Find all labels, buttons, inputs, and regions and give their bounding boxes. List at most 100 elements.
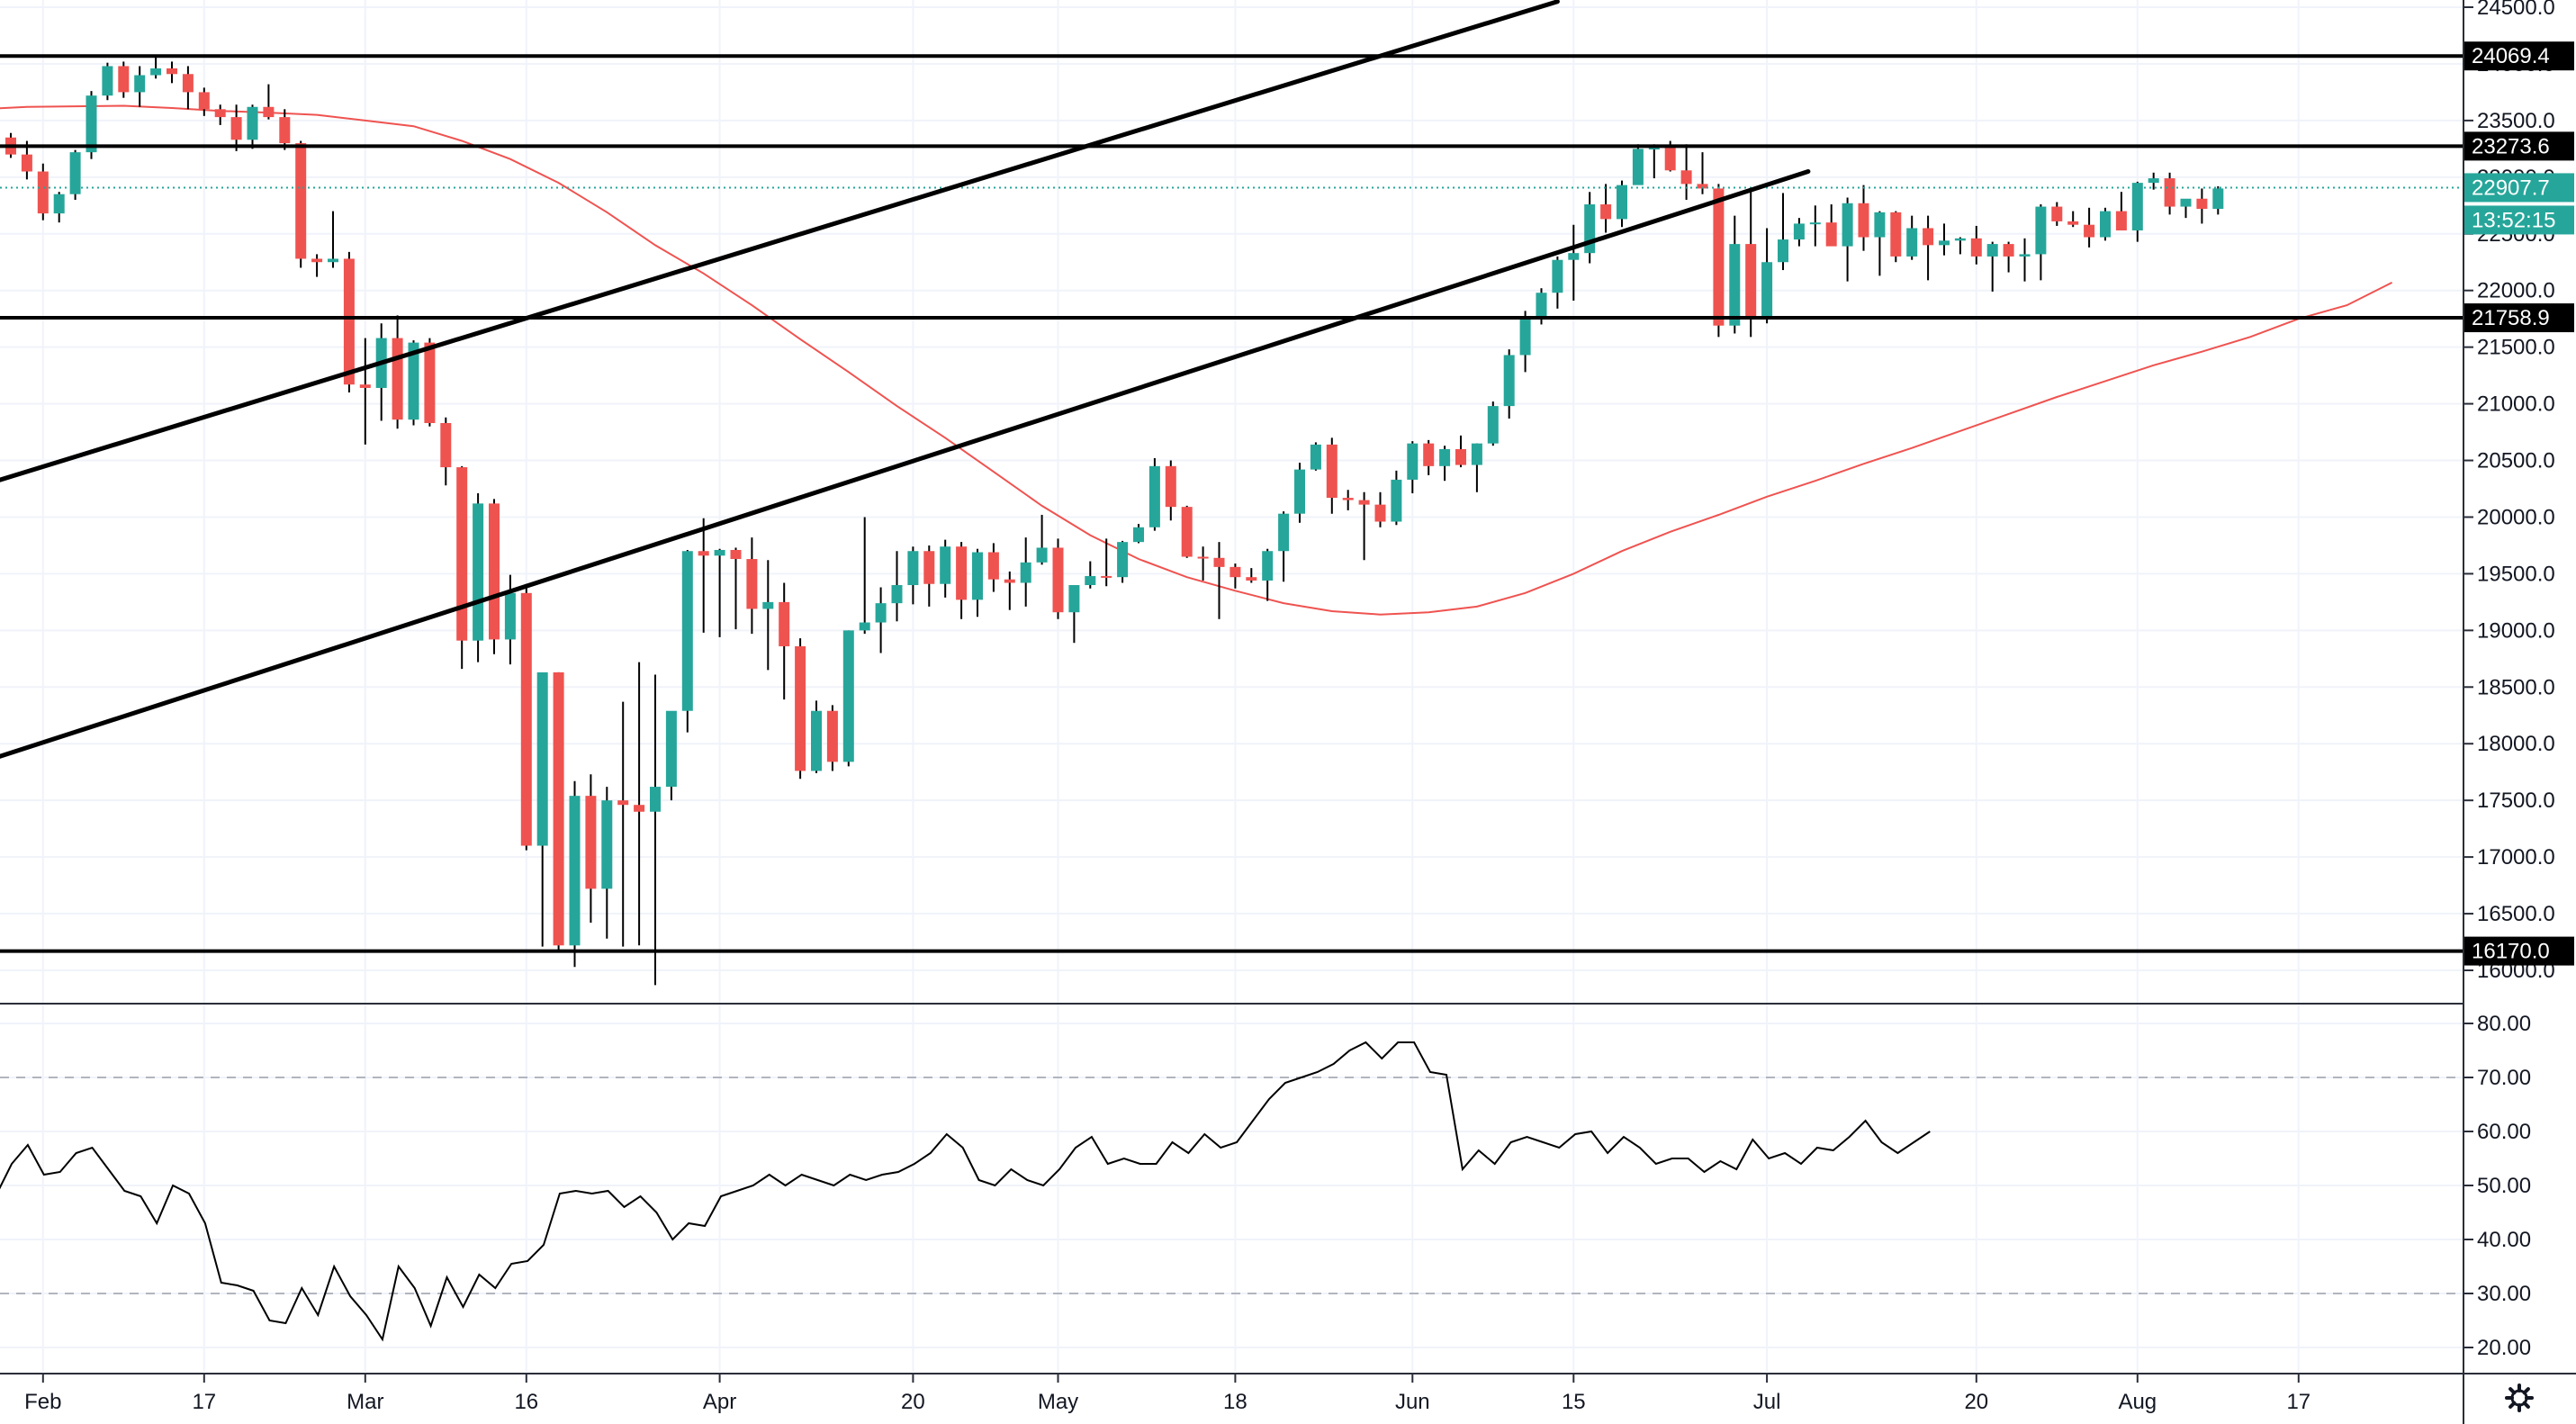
candle-body [1632, 149, 1644, 185]
candle-up [1133, 524, 1144, 544]
candle-body [198, 92, 210, 110]
candle-down [956, 542, 968, 619]
candle-body [1342, 498, 1354, 500]
candle-down [182, 66, 194, 110]
price-tick-label: 19500.0 [2477, 562, 2555, 586]
countdown-badge-label: 13:52:15 [2472, 208, 2555, 232]
candle-body [1423, 443, 1435, 466]
candle-up [1117, 540, 1129, 583]
candle-up [2035, 204, 2047, 281]
price-tick-label: 20000.0 [2477, 505, 2555, 529]
candle-body [1310, 444, 1321, 470]
candle-body [1761, 262, 1773, 320]
candle-body [53, 194, 65, 214]
candle-up [102, 62, 113, 101]
candle-up [1487, 401, 1499, 446]
candle-body [698, 551, 709, 556]
candle-body [247, 106, 258, 140]
level-badge: 23273.6 [2464, 131, 2574, 161]
moving-average-layer [0, 104, 2393, 616]
candle-body [1890, 212, 1902, 257]
candle-body [681, 551, 693, 711]
candle-down [214, 104, 226, 125]
last-price-badge-bg [2464, 173, 2574, 203]
candle-body [504, 592, 516, 640]
candle-up [53, 192, 65, 223]
candle-down [2067, 211, 2079, 228]
horizontal-levels-layer[interactable] [0, 54, 2463, 953]
candle-up [86, 91, 97, 159]
candle-body [795, 645, 806, 771]
candle-down [118, 61, 130, 98]
candle-body [1294, 469, 1305, 514]
trend-line-channel-lower[interactable] [0, 169, 1811, 802]
time-tick-label: Jul [1753, 1390, 1781, 1414]
candle-body [1326, 444, 1338, 499]
candle-down [1374, 491, 1386, 527]
candle-body [601, 800, 613, 889]
candle-body [956, 546, 968, 600]
candle-down [2164, 172, 2175, 215]
candle-body [343, 258, 355, 385]
candle-body [295, 143, 307, 259]
candle-down [424, 338, 436, 427]
candle-body [553, 671, 564, 946]
candle-body [1906, 228, 1918, 257]
candles-layer [5, 57, 2224, 986]
level-badge-label: 24069.4 [2472, 44, 2550, 68]
candle-body [665, 710, 677, 788]
candle-body [972, 552, 983, 600]
candle-body [536, 671, 548, 846]
gear-icon[interactable] [2505, 1383, 2534, 1412]
time-tick-label: Jun [1395, 1390, 1430, 1414]
candle-up [1407, 441, 1419, 494]
candle-body [1036, 547, 1048, 563]
rsi-tick-label: 80.00 [2477, 1012, 2531, 1036]
candle-up [375, 323, 387, 421]
candle-down [2196, 188, 2208, 224]
candle-down [617, 701, 629, 947]
last-price-badge-label: 22907.7 [2472, 176, 2550, 200]
candle-down [2115, 192, 2127, 230]
candle-up [1568, 224, 1580, 302]
candle-body [714, 549, 725, 556]
candle-body [1117, 542, 1129, 578]
time-tick-label: 20 [901, 1390, 925, 1414]
price-tick-label: 23500.0 [2477, 109, 2555, 133]
candle-up [536, 671, 548, 947]
candle-body [1939, 240, 1950, 246]
candle-body [1970, 238, 1982, 257]
candle-down [1246, 568, 1257, 583]
candle-body [328, 258, 338, 263]
candle-body [826, 710, 838, 762]
candle-body [1374, 504, 1386, 522]
candle-body [1181, 507, 1193, 557]
candle-down [1825, 204, 1837, 247]
candle-body [167, 68, 177, 75]
candle-up [1471, 443, 1482, 492]
candle-body [2196, 198, 2208, 210]
candle-up [1294, 463, 1305, 523]
candle-body [585, 796, 597, 889]
trend-lines-layer[interactable] [0, 0, 1811, 802]
candle-down [2051, 202, 2063, 226]
price-tick-label: 17000.0 [2477, 845, 2555, 870]
candle-body [1697, 184, 1708, 189]
candle-body [1020, 562, 1031, 583]
candle-body [69, 152, 81, 194]
time-tick-label: 17 [192, 1390, 216, 1414]
candle-down [1455, 435, 1466, 468]
candle-body [118, 66, 130, 93]
candle-down [456, 465, 468, 670]
level-badge-bg [2464, 303, 2574, 333]
time-tick-label: 16 [514, 1390, 538, 1414]
candle-body [1246, 577, 1257, 581]
candle-up [247, 104, 258, 149]
candle-body [279, 117, 291, 144]
candle-down [1713, 184, 1725, 338]
candle-up [1020, 537, 1031, 607]
candle-down [1423, 439, 1435, 475]
trend-line-channel-upper[interactable] [0, 0, 1560, 558]
axes-layer[interactable]: 16000.016500.017000.017500.018000.018500… [24, 0, 2555, 1414]
